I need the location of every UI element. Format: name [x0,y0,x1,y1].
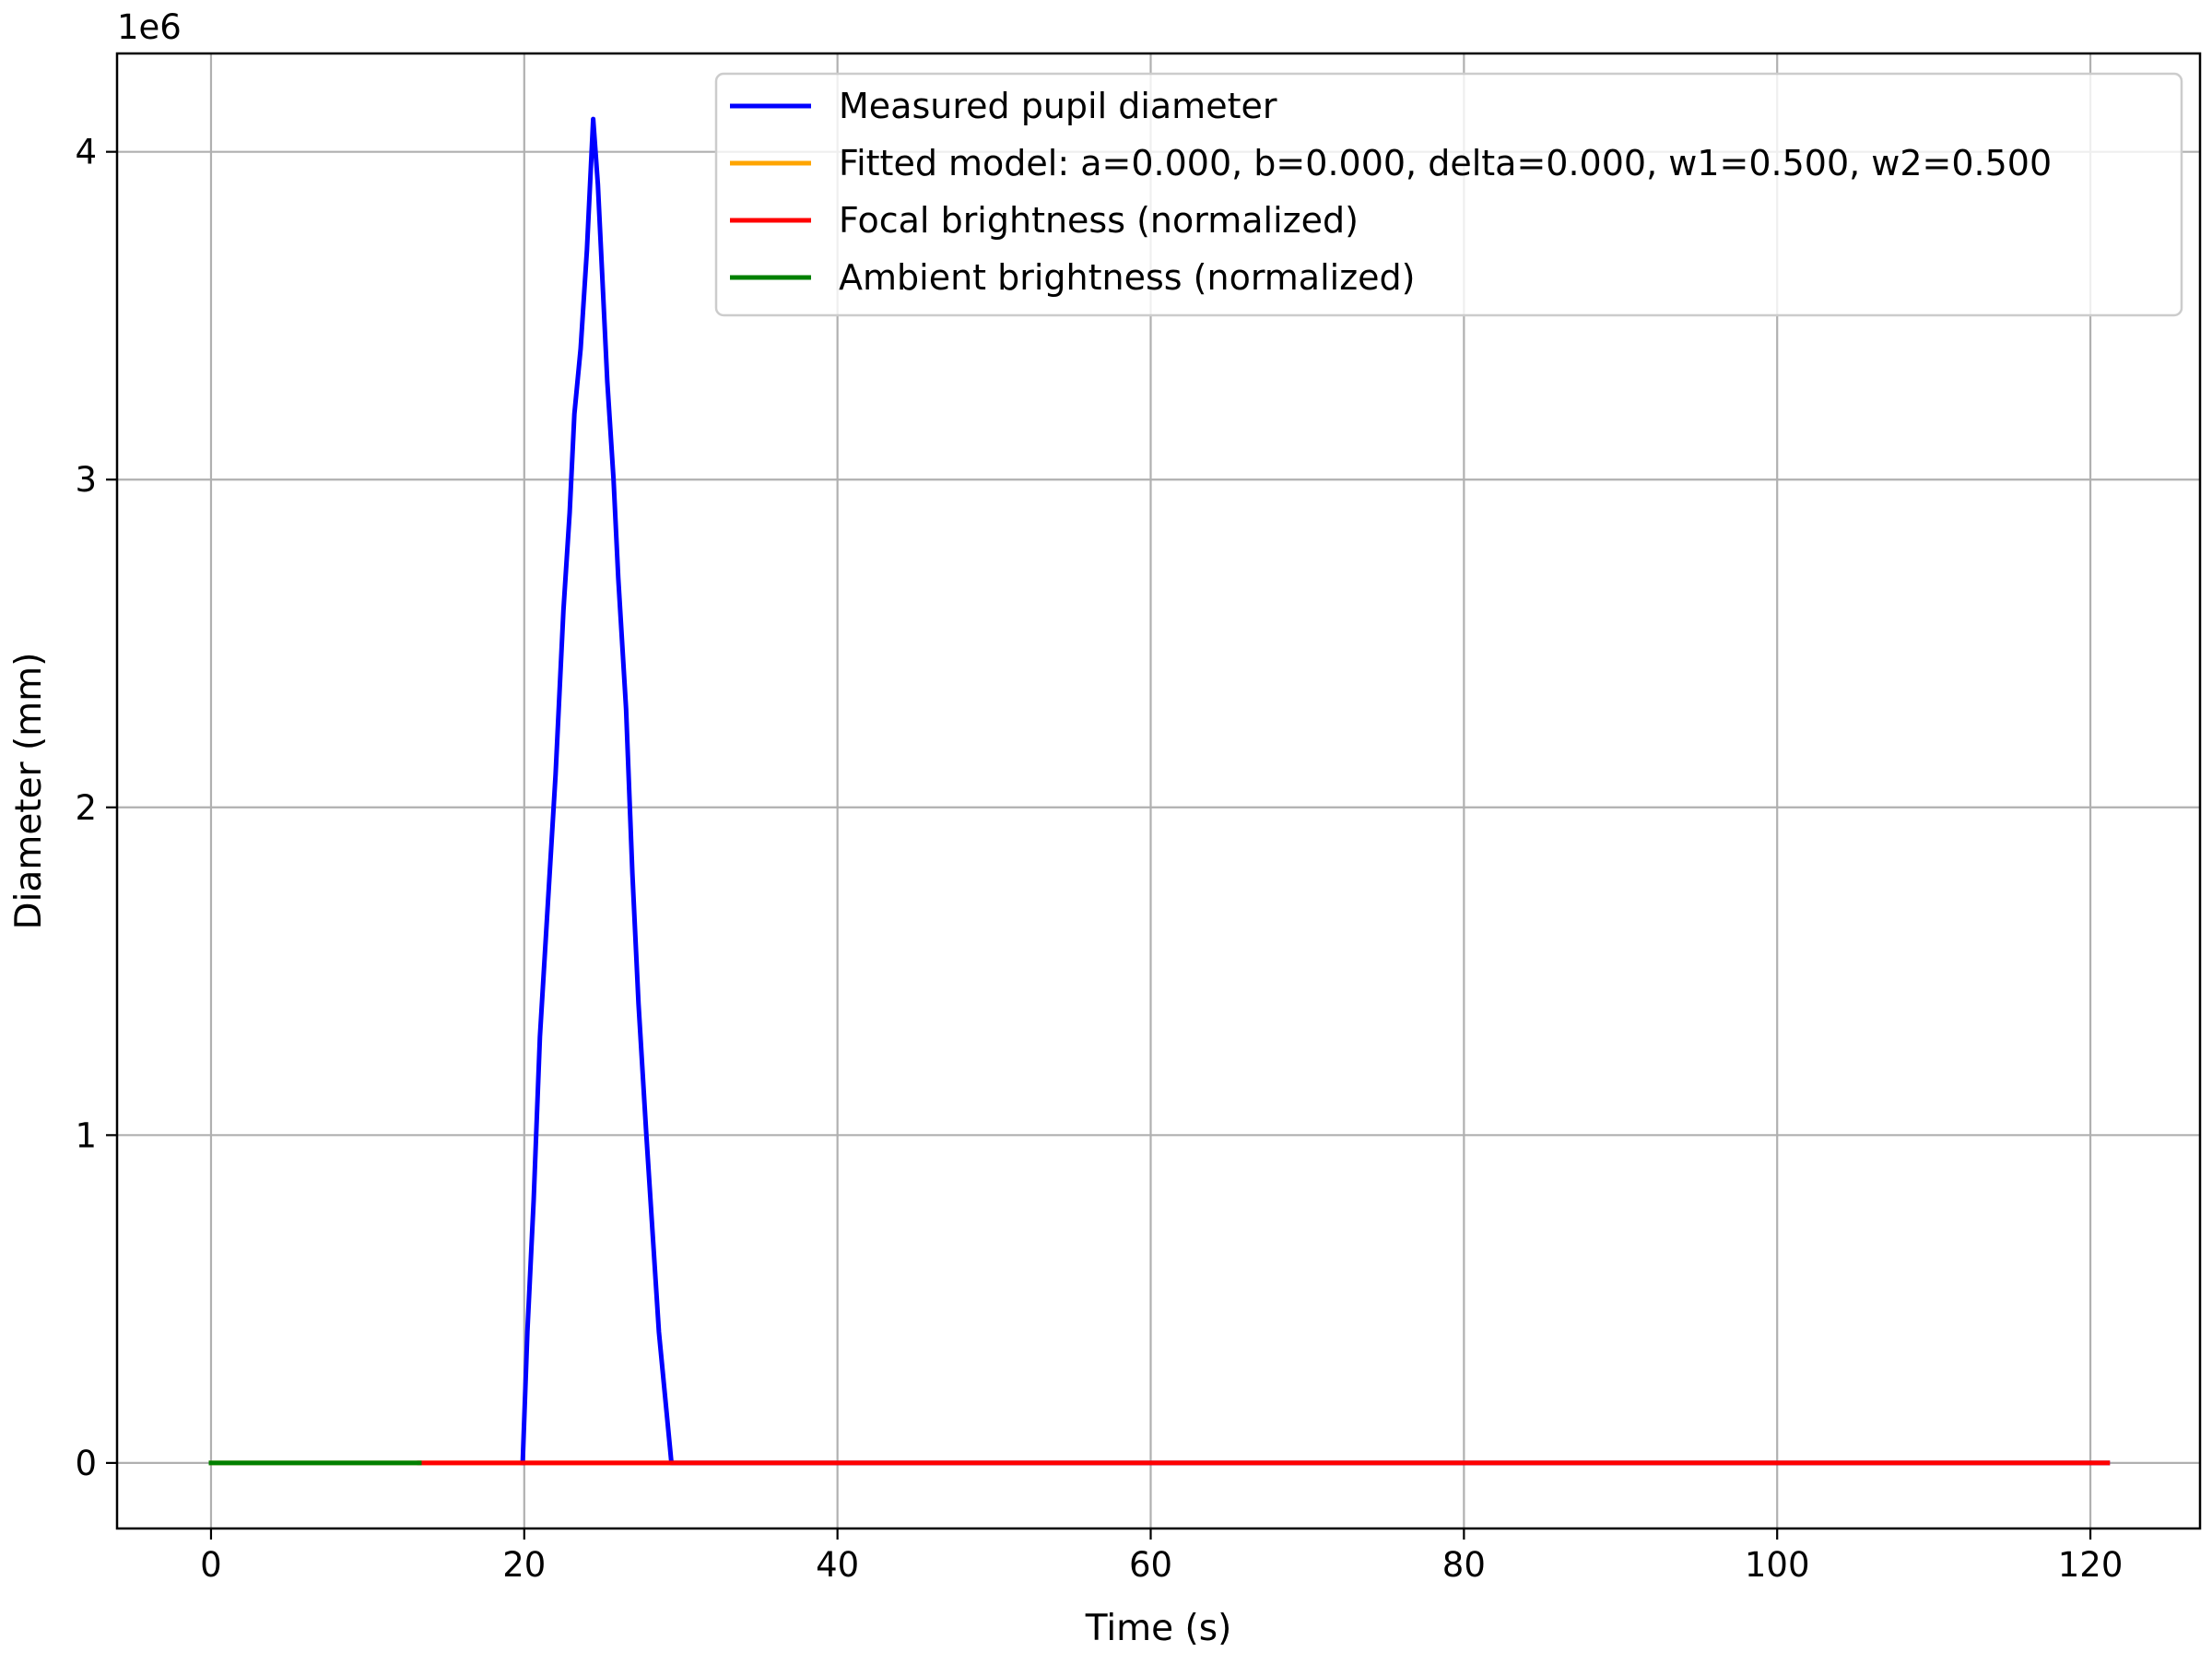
x-axis-label: Time (s) [1085,1608,1232,1649]
y-tick-label: 1 [75,1115,97,1155]
x-tick-label: 100 [1745,1545,1810,1585]
x-tick-label: 20 [502,1545,546,1585]
legend-label-0: Measured pupil diameter [839,86,1277,126]
series-line-0 [520,116,2111,1466]
legend-label-1: Fitted model: a=0.000, b=0.000, delta=0.… [839,143,2052,183]
legend-box [714,72,2183,317]
y-tick-label: 4 [75,133,97,172]
legend-label-2: Focal brightness (normalized) [839,200,1359,241]
legend-label-3: Ambient brightness (normalized) [839,257,1415,298]
x-tick-label: 40 [816,1545,859,1585]
axes-frame [115,52,2202,1530]
x-tick-label: 0 [200,1545,222,1585]
x-tick-label: 120 [2058,1545,2124,1585]
y-tick-label: 3 [75,460,97,500]
y-axis-offset-label: 1e6 [117,7,182,47]
x-tick-label: 60 [1129,1545,1172,1585]
x-tick-label: 80 [1442,1545,1486,1585]
series-lines [208,116,2111,1466]
y-tick-label: 0 [75,1444,97,1483]
y-tick-label: 2 [75,788,97,828]
legend: Measured pupil diameter Fitted model: a=0… [714,72,2183,317]
y-axis-label: Diameter (mm) [8,653,50,930]
axis-ticks: 0 20 40 60 80 100 120 0 1 2 3 4 [75,133,2123,1585]
